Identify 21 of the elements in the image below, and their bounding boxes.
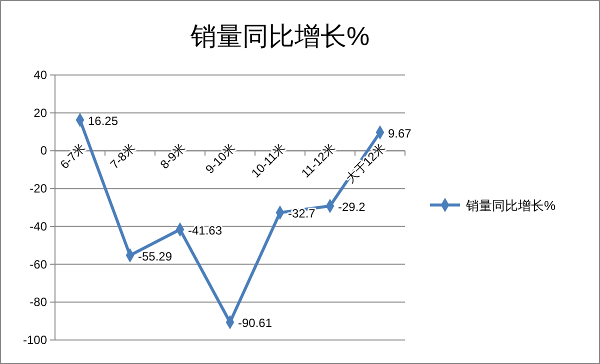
- x-tick-label: 7-8米: [107, 140, 138, 172]
- y-tick-label: -40: [30, 219, 48, 234]
- y-tick-label: 0: [40, 144, 48, 158]
- data-label: -41.63: [188, 224, 222, 238]
- data-label: 9.67: [388, 126, 412, 140]
- y-tick-label: -20: [30, 182, 48, 196]
- data-label: -90.61: [238, 316, 272, 330]
- y-tick-label: -80: [30, 295, 48, 310]
- y-tick-label: 40: [34, 68, 48, 82]
- chart-title: 销量同比增长%: [189, 21, 370, 51]
- x-tick-label: 大于12米: [343, 140, 388, 186]
- x-tick-label: 6-7米: [57, 140, 88, 172]
- legend-label: 销量同比增长%: [465, 198, 556, 213]
- y-tick-label: 20: [34, 106, 48, 120]
- data-label: -29.2: [338, 200, 366, 214]
- data-label: -32.7: [288, 206, 316, 221]
- x-tick-label: 8-9米: [157, 140, 188, 172]
- data-label: -55.29: [138, 249, 172, 264]
- data-label: 16.25: [88, 114, 118, 128]
- y-tick-label: -100: [22, 333, 48, 347]
- y-tick-label: -60: [30, 257, 48, 272]
